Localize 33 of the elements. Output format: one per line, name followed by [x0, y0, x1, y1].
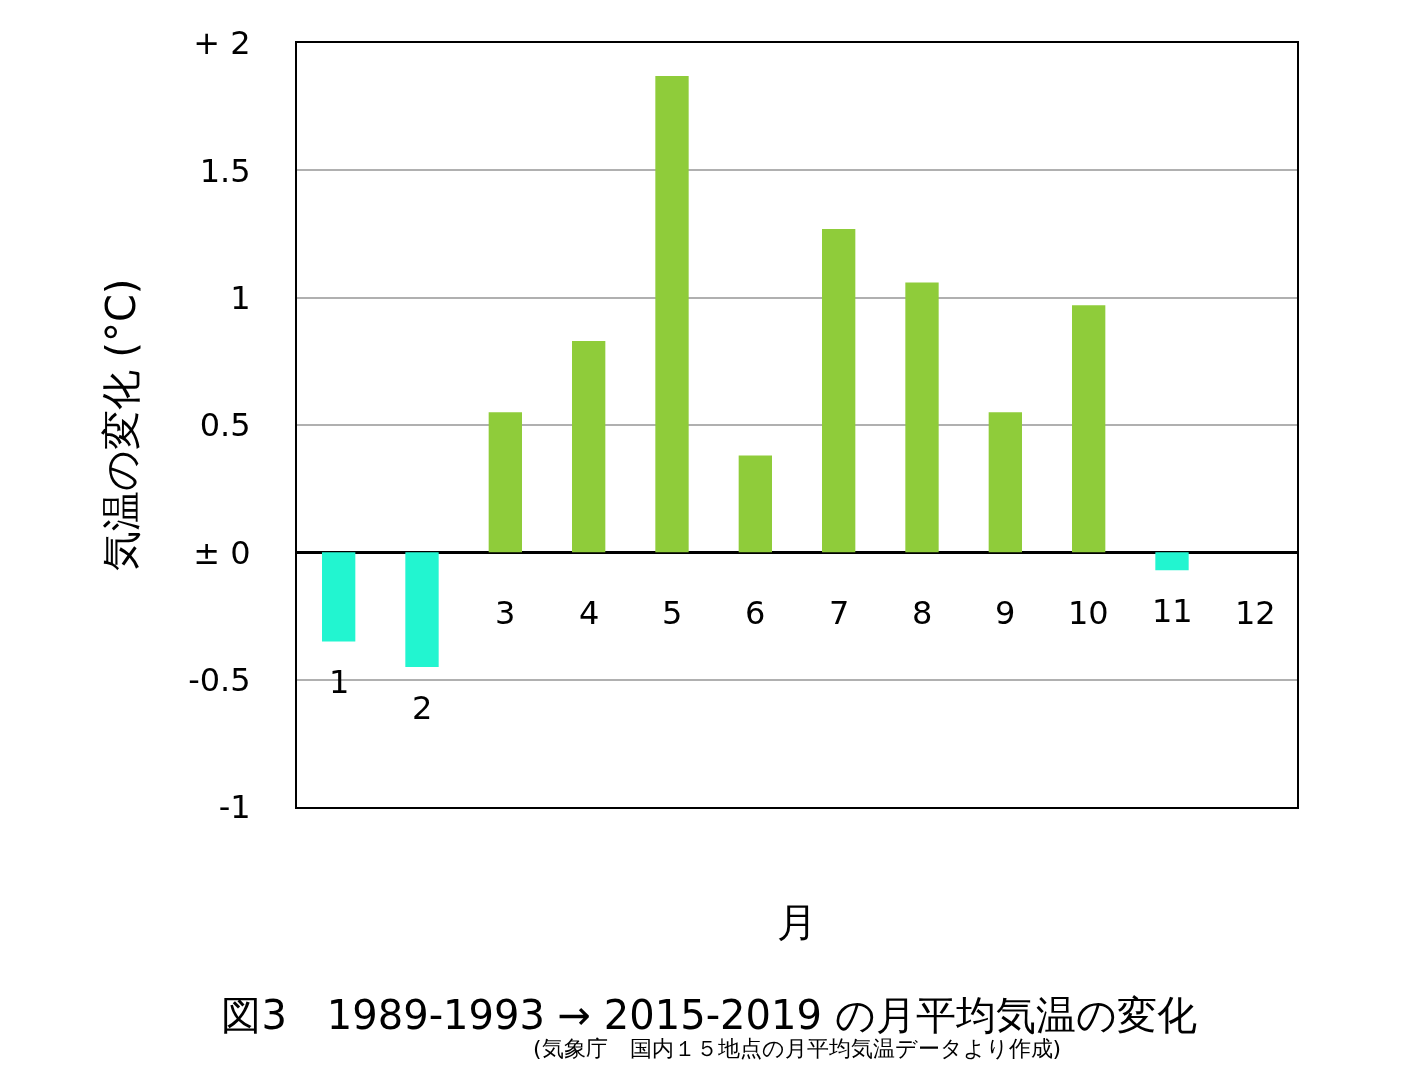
bar: [738, 455, 772, 553]
y-axis-title: 気温の変化 (°C): [98, 278, 145, 572]
bar: [988, 412, 1022, 553]
y-tick-label: -0.5: [188, 660, 251, 699]
x-tick-label: 9: [995, 594, 1016, 632]
x-tick-label: 3: [495, 594, 516, 632]
bar: [488, 412, 522, 553]
bar: [1155, 552, 1189, 571]
y-tick-label: -1: [218, 788, 251, 827]
x-tick-label: 5: [662, 594, 683, 632]
bar: [822, 228, 856, 553]
text: (気象庁 国内１５地点の月平均気温データより作成): [533, 1036, 1062, 1061]
y-tick-label: 0.5: [199, 406, 251, 445]
bar: [572, 340, 606, 553]
y-tick-label: 1: [230, 278, 251, 317]
x-tick-label: 4: [579, 594, 600, 632]
x-tick-label: 6: [745, 594, 766, 632]
x-tick-label: 8: [912, 594, 933, 632]
x-tick-label: 10: [1068, 594, 1109, 632]
y-tick-label: + 2: [193, 24, 251, 63]
y-tick-label: ± 0: [193, 533, 251, 572]
y-tick-label: 1.5: [199, 151, 251, 190]
bar: [905, 282, 939, 553]
x-tick-label: 7: [829, 594, 850, 632]
bar: [322, 552, 356, 642]
x-tick-label: 11: [1152, 592, 1193, 630]
bar: [655, 76, 689, 553]
x-axis-title: 月: [777, 899, 817, 945]
text: 図3 1989-1993 → 2015-2019 の月平均気温の変化: [221, 991, 1197, 1038]
bar: [405, 552, 439, 667]
x-tick-label: 2: [412, 689, 433, 727]
bar: [1072, 305, 1106, 553]
x-tick-label: 12: [1235, 594, 1276, 632]
